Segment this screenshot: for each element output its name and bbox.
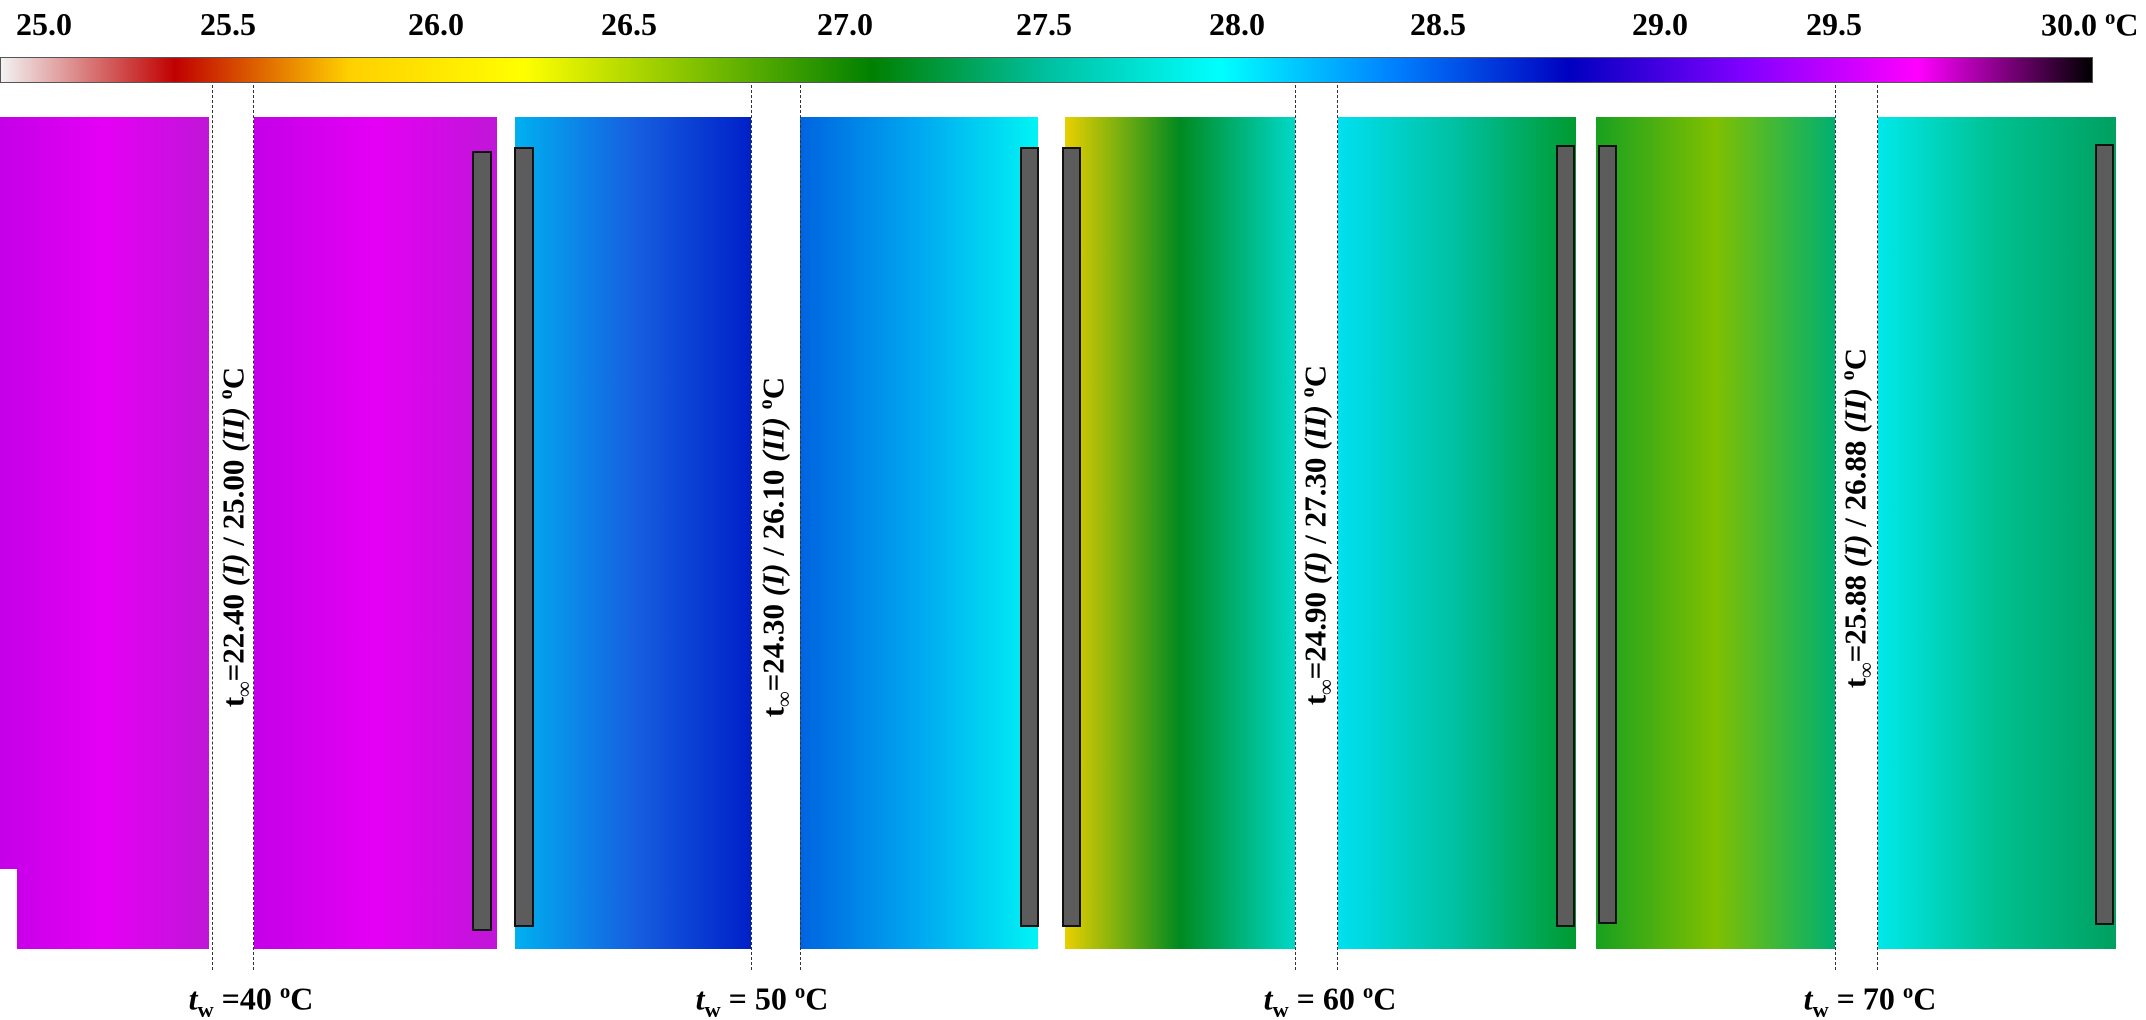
divider-line — [1835, 85, 1836, 970]
heated-plate — [514, 147, 534, 927]
thermal-panel — [0, 117, 209, 949]
ambient-temperature-label: t∞=24.30 (I) / 26.10 (II) oC — [755, 376, 796, 718]
colorbar-tick-label: 26.5 — [601, 6, 657, 42]
colorbar-tick-label: 25.0 — [16, 6, 72, 42]
colorbar-tick-label: 29.0 — [1632, 6, 1688, 42]
colorbar — [0, 57, 2093, 83]
colorbar-tick-label: 29.5 — [1806, 6, 1862, 42]
divider-line — [1295, 85, 1296, 970]
divider-line — [212, 85, 213, 970]
colorbar-unit-tick: 30.0 oC — [2041, 6, 2139, 43]
divider-line — [253, 85, 254, 970]
divider-line — [800, 85, 801, 970]
divider-line — [751, 85, 752, 970]
colorbar-tick-label: 27.5 — [1016, 6, 1072, 42]
colorbar-tick-label: 27.0 — [817, 6, 873, 42]
wall-temperature-label: tw = 70 oC — [1803, 980, 1937, 1020]
heated-plate — [1020, 147, 1039, 927]
heated-plate — [1556, 145, 1575, 927]
heated-plate — [2095, 144, 2114, 925]
colorbar-tick-label: 28.5 — [1410, 6, 1466, 42]
ambient-temperature-label: t∞=22.40 (I) / 25.00 (II) oC — [215, 366, 256, 708]
thermal-panel — [1065, 117, 1295, 949]
ambient-temperature-label: t∞=25.88 (I) / 26.88 (II) oC — [1837, 347, 1878, 689]
divider-line — [1877, 85, 1878, 970]
thermal-panel — [800, 117, 1038, 949]
thermal-panel — [1878, 117, 2116, 949]
divider-line — [1337, 85, 1338, 970]
heated-plate — [1062, 147, 1081, 927]
wall-temperature-label: tw = 60 oC — [1263, 980, 1397, 1020]
heated-plate — [1598, 145, 1617, 924]
thermal-panel — [1338, 117, 1576, 949]
panel-blank-corner — [0, 869, 17, 949]
thermal-panel — [515, 117, 751, 949]
wall-temperature-label: tw =40 oC — [188, 980, 314, 1020]
colorbar-tick-label: 26.0 — [408, 6, 464, 42]
colorbar-tick-label: 28.0 — [1209, 6, 1265, 42]
wall-temperature-label: tw = 50 oC — [695, 980, 829, 1020]
heated-plate — [472, 151, 492, 931]
colorbar-tick-label: 25.5 — [200, 6, 256, 42]
thermal-panel — [1596, 117, 1835, 949]
ambient-temperature-label: t∞=24.90 (I) / 27.30 (II) oC — [1297, 364, 1338, 706]
thermal-panel — [254, 117, 497, 949]
